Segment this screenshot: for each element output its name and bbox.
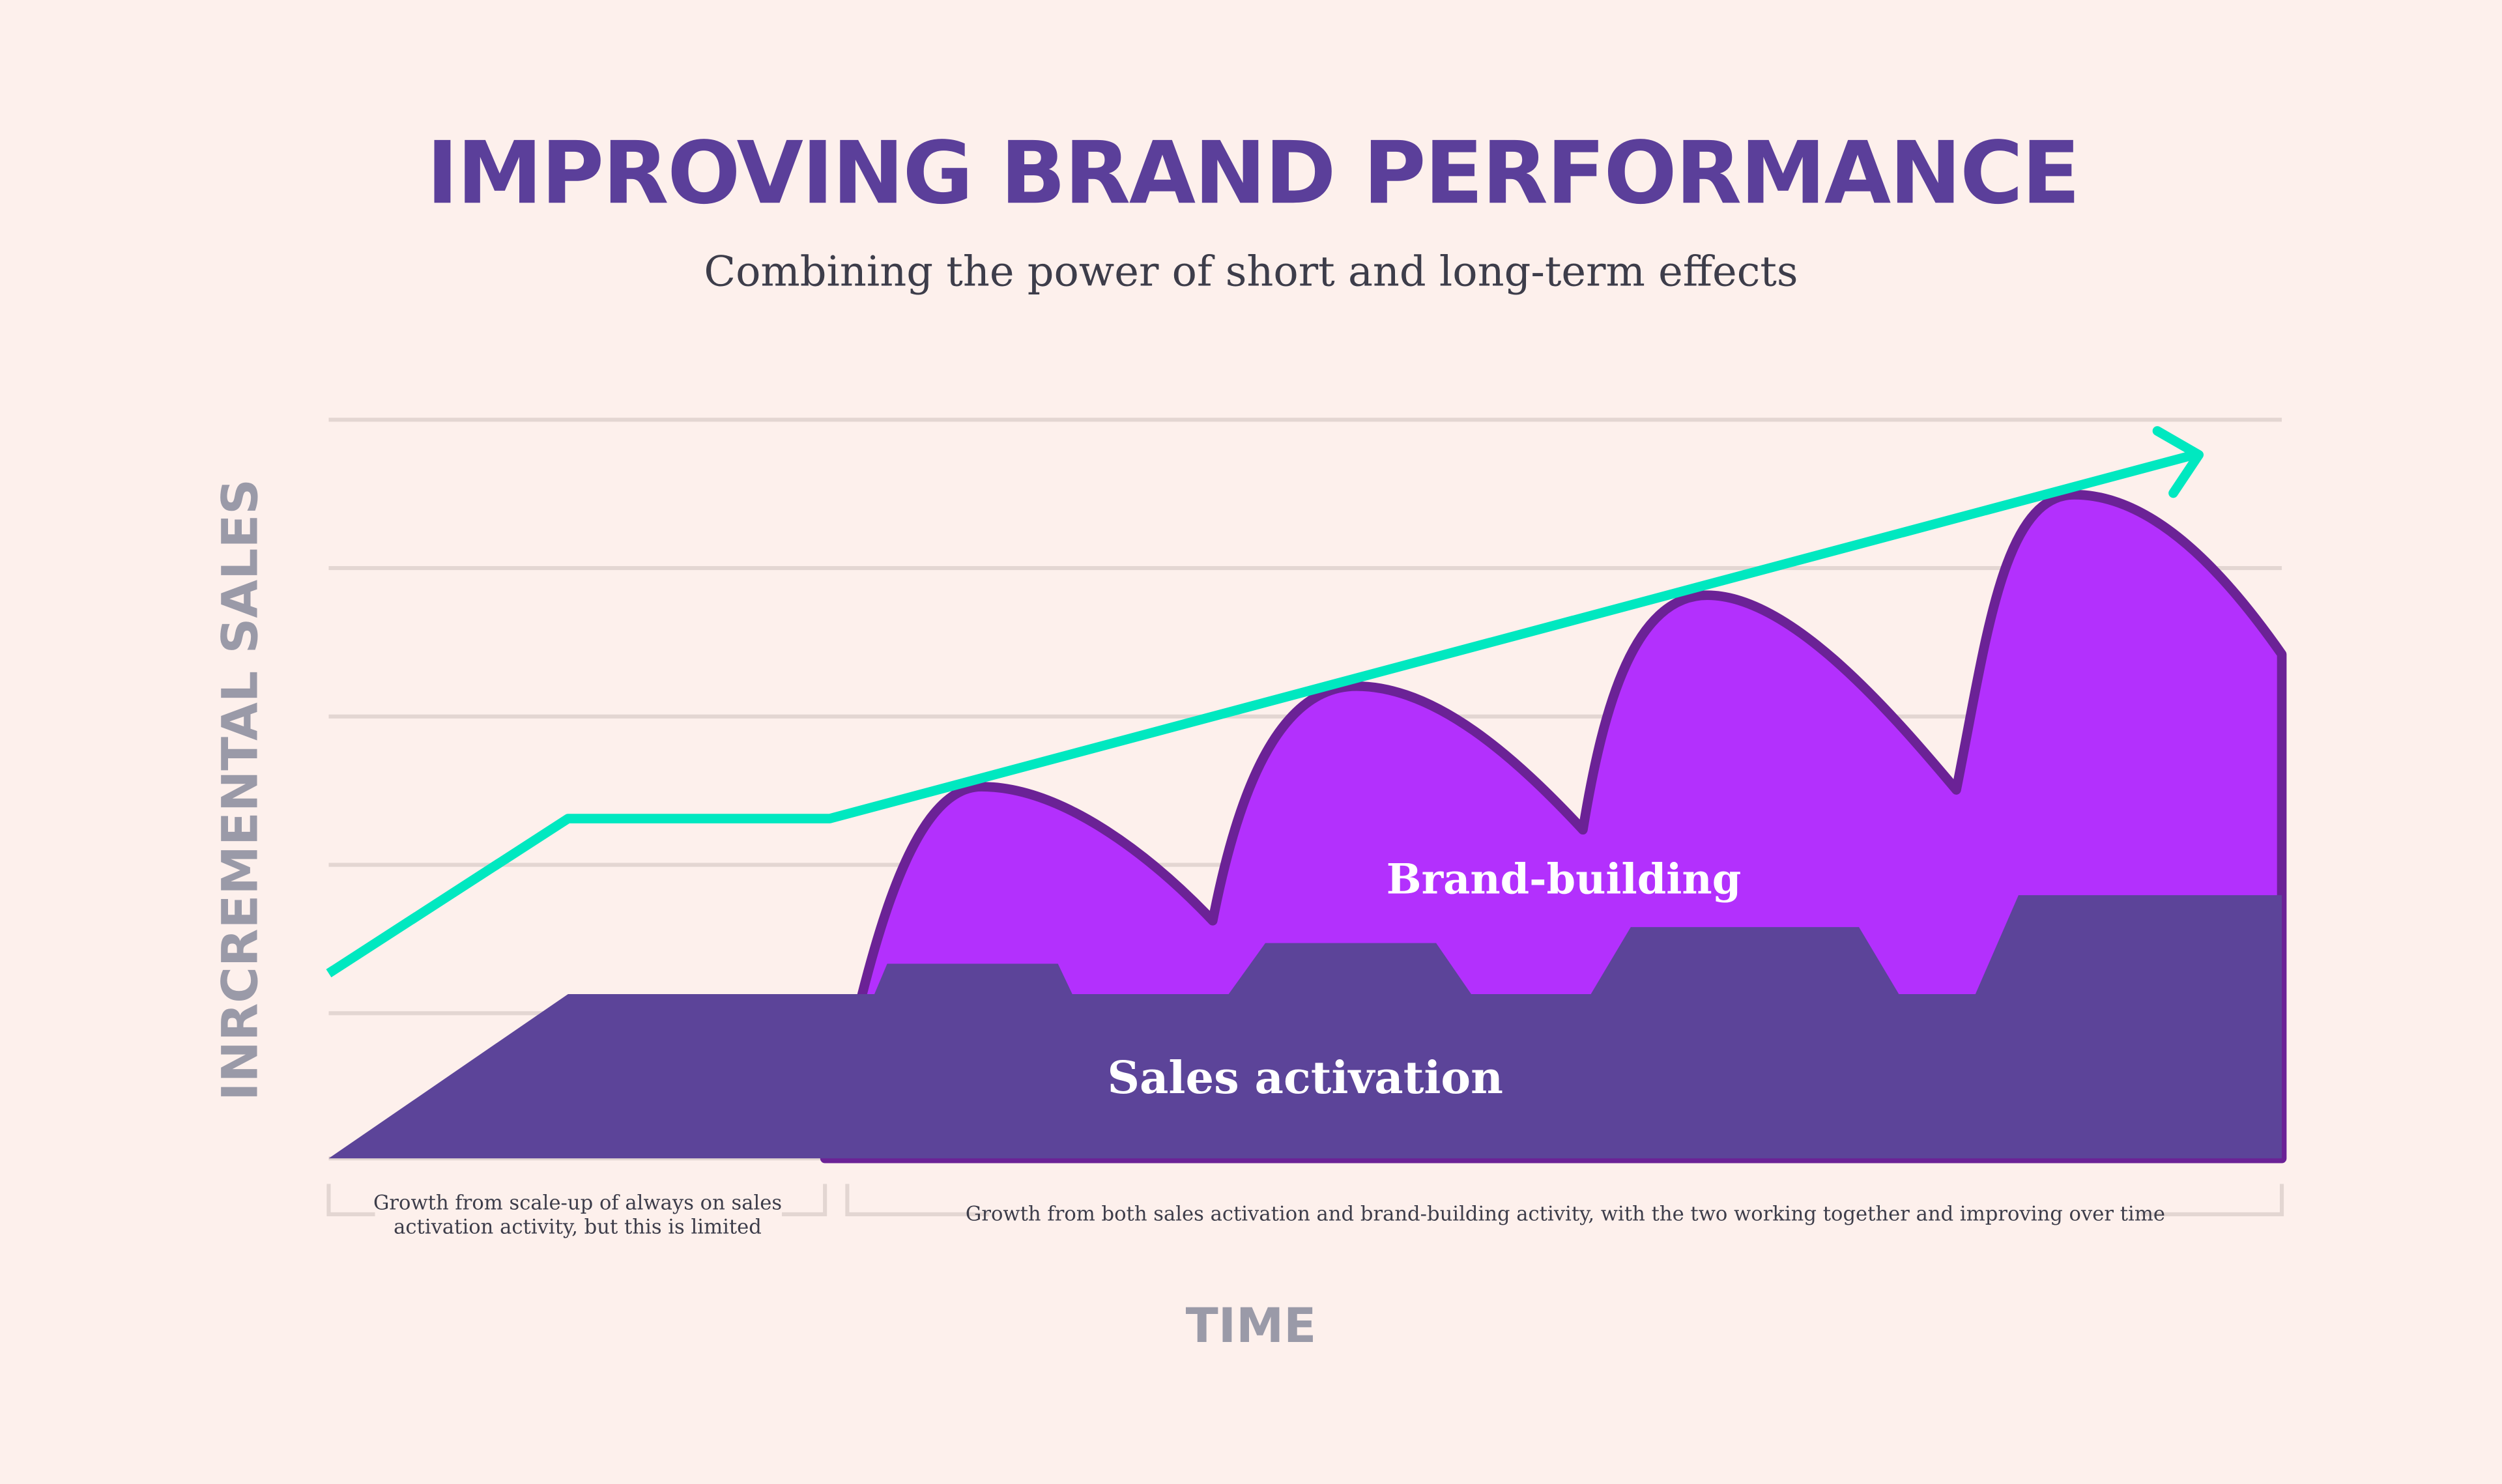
- annotation-left-line2: activation activity, but this is limited: [394, 1216, 762, 1238]
- chart-title: IMPROVING BRAND PERFORMANCE: [426, 123, 2078, 223]
- chart-subtitle: Combining the power of short and long-te…: [704, 248, 1798, 296]
- x-axis-label: TIME: [1186, 1298, 1317, 1354]
- annotation-bracket-right: [845, 1184, 2284, 1216]
- brand-building-area: [820, 490, 2287, 1163]
- annotation-left-line1: Growth from scale-up of always on sales: [373, 1192, 782, 1215]
- annotation-right: Growth from both sales activation and br…: [966, 1203, 2165, 1226]
- sales-activation-label: Sales activation: [1107, 1052, 1503, 1104]
- sales-activation-area: [328, 895, 2282, 1159]
- brand-building-label: Brand-building: [1387, 855, 1741, 904]
- annotation-bracket-left: [326, 1184, 827, 1216]
- growth-trend-line: [326, 450, 2196, 978]
- trend-arrowhead-icon: [2152, 426, 2204, 498]
- y-axis-label: INRCREMENTAL SALES: [211, 479, 268, 1101]
